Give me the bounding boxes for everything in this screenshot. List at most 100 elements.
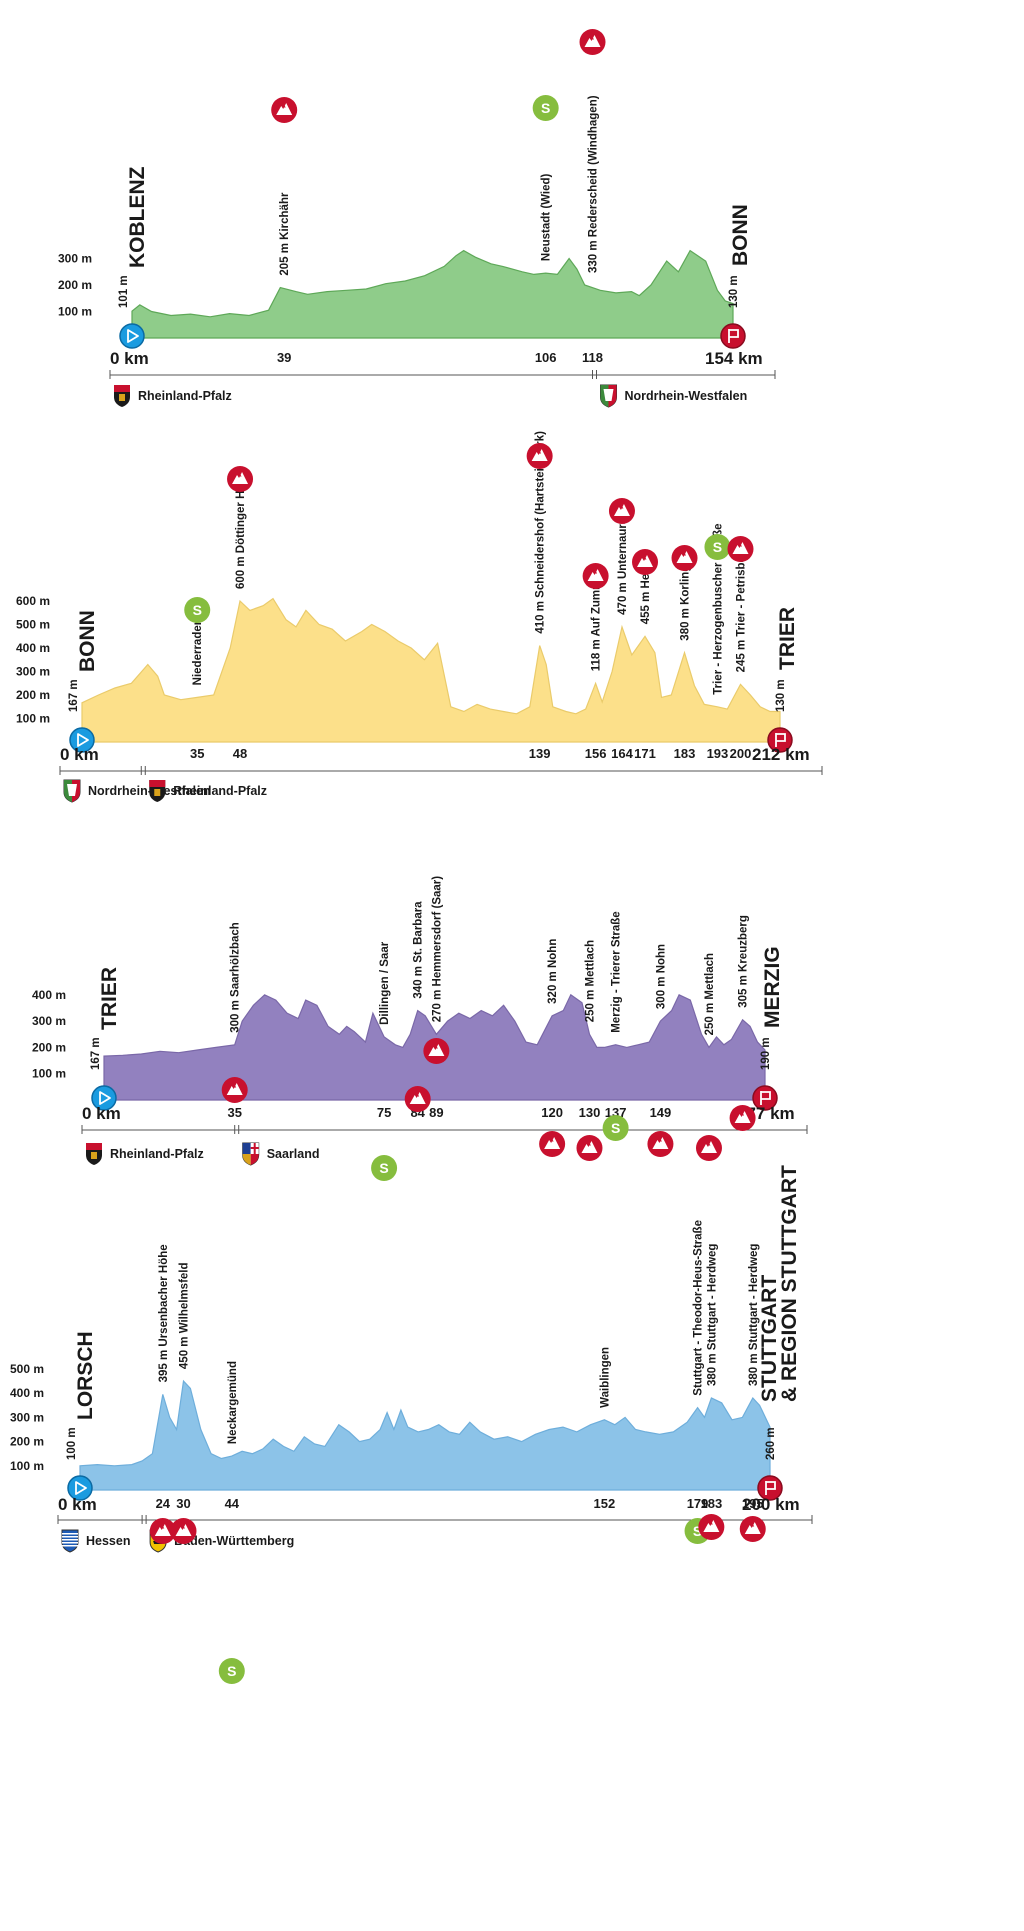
end-city-altitude: 130 m bbox=[775, 679, 787, 712]
waypoint-label: 118 m Auf Zummet bbox=[591, 569, 603, 671]
stage-profile-4: 500 m 400 m 300 m 200 m 100 m 0 km 200 km 24 30 4… bbox=[10, 1165, 813, 1684]
start-city-altitude: 100 m bbox=[66, 1427, 78, 1460]
stage-profile-1: 300 m 200 m 100 m 0 km 154 km 39 106 118 Rheinla… bbox=[58, 29, 776, 408]
x-tick-label: 75 bbox=[377, 1105, 391, 1120]
region-label: Baden-Württemberg bbox=[174, 1534, 294, 1548]
sprint-icon bbox=[532, 95, 559, 121]
x-tick-label: 183 bbox=[700, 1496, 722, 1511]
start-city-name: BONN bbox=[76, 610, 99, 672]
mountain-icon bbox=[695, 1135, 722, 1161]
y-tick-label: 200 m bbox=[58, 278, 92, 292]
x-tick-label: 152 bbox=[594, 1496, 616, 1511]
coat-of-arms-icon bbox=[114, 385, 130, 407]
x-tick-label: 200 bbox=[730, 746, 752, 761]
waypoint-label: Neustadt (Wied) bbox=[541, 173, 553, 261]
waypoint-label: 455 m Herl bbox=[640, 566, 652, 624]
mountain-icon bbox=[608, 498, 635, 524]
waypoint-label: 305 m Kreuzberg bbox=[738, 915, 750, 1008]
x-tick-label: 183 bbox=[674, 746, 696, 761]
coat-of-arms-icon bbox=[600, 384, 618, 408]
x-tick-label: 120 bbox=[541, 1105, 563, 1120]
waypoint-label: 410 m Schneidershof (Hartsteinwerk) bbox=[535, 431, 547, 634]
mountain-icon bbox=[582, 563, 609, 589]
x-start-label: 0 km bbox=[110, 349, 149, 368]
x-tick-label: 156 bbox=[585, 746, 607, 761]
mountain-icon bbox=[739, 1516, 766, 1542]
waypoint-label: Merzig - Trierer Straße bbox=[611, 911, 623, 1032]
x-tick-label: 193 bbox=[707, 746, 729, 761]
mountain-icon bbox=[227, 466, 254, 492]
y-tick-label: 500 m bbox=[16, 618, 50, 632]
elevation-area bbox=[81, 597, 781, 743]
region-label: Rheinland-Pfalz bbox=[138, 389, 232, 403]
end-city-name-line2: & REGION STUTTGART bbox=[778, 1165, 801, 1402]
stage-profile-2: 600 m 500 m 400 m 300 m 200 m 100 m 0 km 212 km… bbox=[16, 431, 823, 803]
mountain-icon bbox=[727, 536, 754, 562]
end-city-name: TRIER bbox=[776, 607, 799, 670]
start-icon bbox=[119, 323, 145, 349]
y-tick-label: 300 m bbox=[16, 665, 50, 679]
waypoint-label: Dillingen / Saar bbox=[379, 941, 391, 1025]
sprint-icon bbox=[602, 1115, 629, 1141]
x-tick-label: 139 bbox=[529, 746, 551, 761]
elevation-area bbox=[79, 1379, 771, 1491]
end-city-name: BONN bbox=[729, 204, 752, 266]
waypoint-label: Neckargemünd bbox=[227, 1361, 239, 1444]
end-city-altitude: 130 m bbox=[728, 275, 740, 308]
sprint-icon bbox=[218, 1658, 245, 1684]
start-city-name: TRIER bbox=[98, 967, 121, 1030]
waypoint-label: 300 m Saarhölzbach bbox=[230, 922, 242, 1033]
region-label: Rheinland-Pfalz bbox=[173, 784, 267, 798]
x-tick-label: 39 bbox=[277, 350, 291, 365]
mountain-icon bbox=[539, 1131, 566, 1157]
x-tick-label: 130 bbox=[579, 1105, 601, 1120]
waypoint-label: Trier - Herzogenbuscher Straße bbox=[712, 523, 724, 694]
x-tick-label: 35 bbox=[227, 1105, 241, 1120]
y-tick-label: 200 m bbox=[10, 1435, 44, 1449]
x-tick-label: 89 bbox=[429, 1105, 443, 1120]
x-tick-label: 48 bbox=[233, 746, 247, 761]
region-label: Nordrhein-Westfalen bbox=[625, 389, 748, 403]
y-tick-label: 300 m bbox=[58, 252, 92, 266]
x-end-label: 212 km bbox=[752, 745, 810, 764]
mountain-icon bbox=[404, 1086, 431, 1112]
y-tick-label: 100 m bbox=[10, 1459, 44, 1473]
mountain-icon bbox=[698, 1514, 725, 1540]
waypoint-label: Stuttgart - Theodor-Heus-Straße bbox=[693, 1220, 705, 1396]
waypoint-label: 300 m Nohn bbox=[655, 944, 667, 1009]
y-tick-label: 100 m bbox=[32, 1067, 66, 1081]
waypoint-label: 270 m Hemmersdorf (Saar) bbox=[431, 876, 443, 1023]
end-city-altitude: 260 m bbox=[765, 1427, 777, 1460]
x-tick-label: 106 bbox=[535, 350, 557, 365]
coat-of-arms-icon bbox=[61, 1529, 79, 1553]
elevation-area bbox=[131, 249, 734, 339]
x-tick-label: 171 bbox=[634, 746, 656, 761]
end-city-altitude: 190 m bbox=[760, 1037, 772, 1070]
y-tick-label: 400 m bbox=[32, 988, 66, 1002]
y-tick-label: 200 m bbox=[16, 688, 50, 702]
coat-of-arms-icon bbox=[86, 1143, 102, 1165]
sprint-icon bbox=[704, 534, 731, 560]
y-tick-label: 600 m bbox=[16, 594, 50, 608]
waypoint-label: 340 m St. Barbara bbox=[413, 901, 425, 999]
x-end-label: 200 km bbox=[742, 1495, 800, 1514]
x-tick-label: 44 bbox=[225, 1496, 240, 1511]
waypoint-label: 450 m Wilhelmsfeld bbox=[179, 1262, 191, 1369]
mountain-icon bbox=[221, 1077, 248, 1103]
start-city-altitude: 101 m bbox=[118, 275, 130, 308]
mountain-icon bbox=[671, 545, 698, 571]
mountain-icon bbox=[526, 443, 553, 469]
start-city-name: LORSCH bbox=[74, 1331, 97, 1420]
y-tick-label: 400 m bbox=[10, 1386, 44, 1400]
coat-of-arms-icon bbox=[149, 780, 166, 802]
x-start-label: 0 km bbox=[58, 1495, 97, 1514]
end-city-name: STUTTGART bbox=[758, 1275, 781, 1402]
mountain-icon bbox=[271, 97, 298, 123]
region-label: Saarland bbox=[267, 1147, 320, 1161]
x-tick-label: 149 bbox=[650, 1105, 672, 1120]
start-city-altitude: 167 m bbox=[68, 679, 80, 712]
mountain-icon bbox=[170, 1518, 197, 1544]
finish-icon bbox=[720, 323, 746, 349]
